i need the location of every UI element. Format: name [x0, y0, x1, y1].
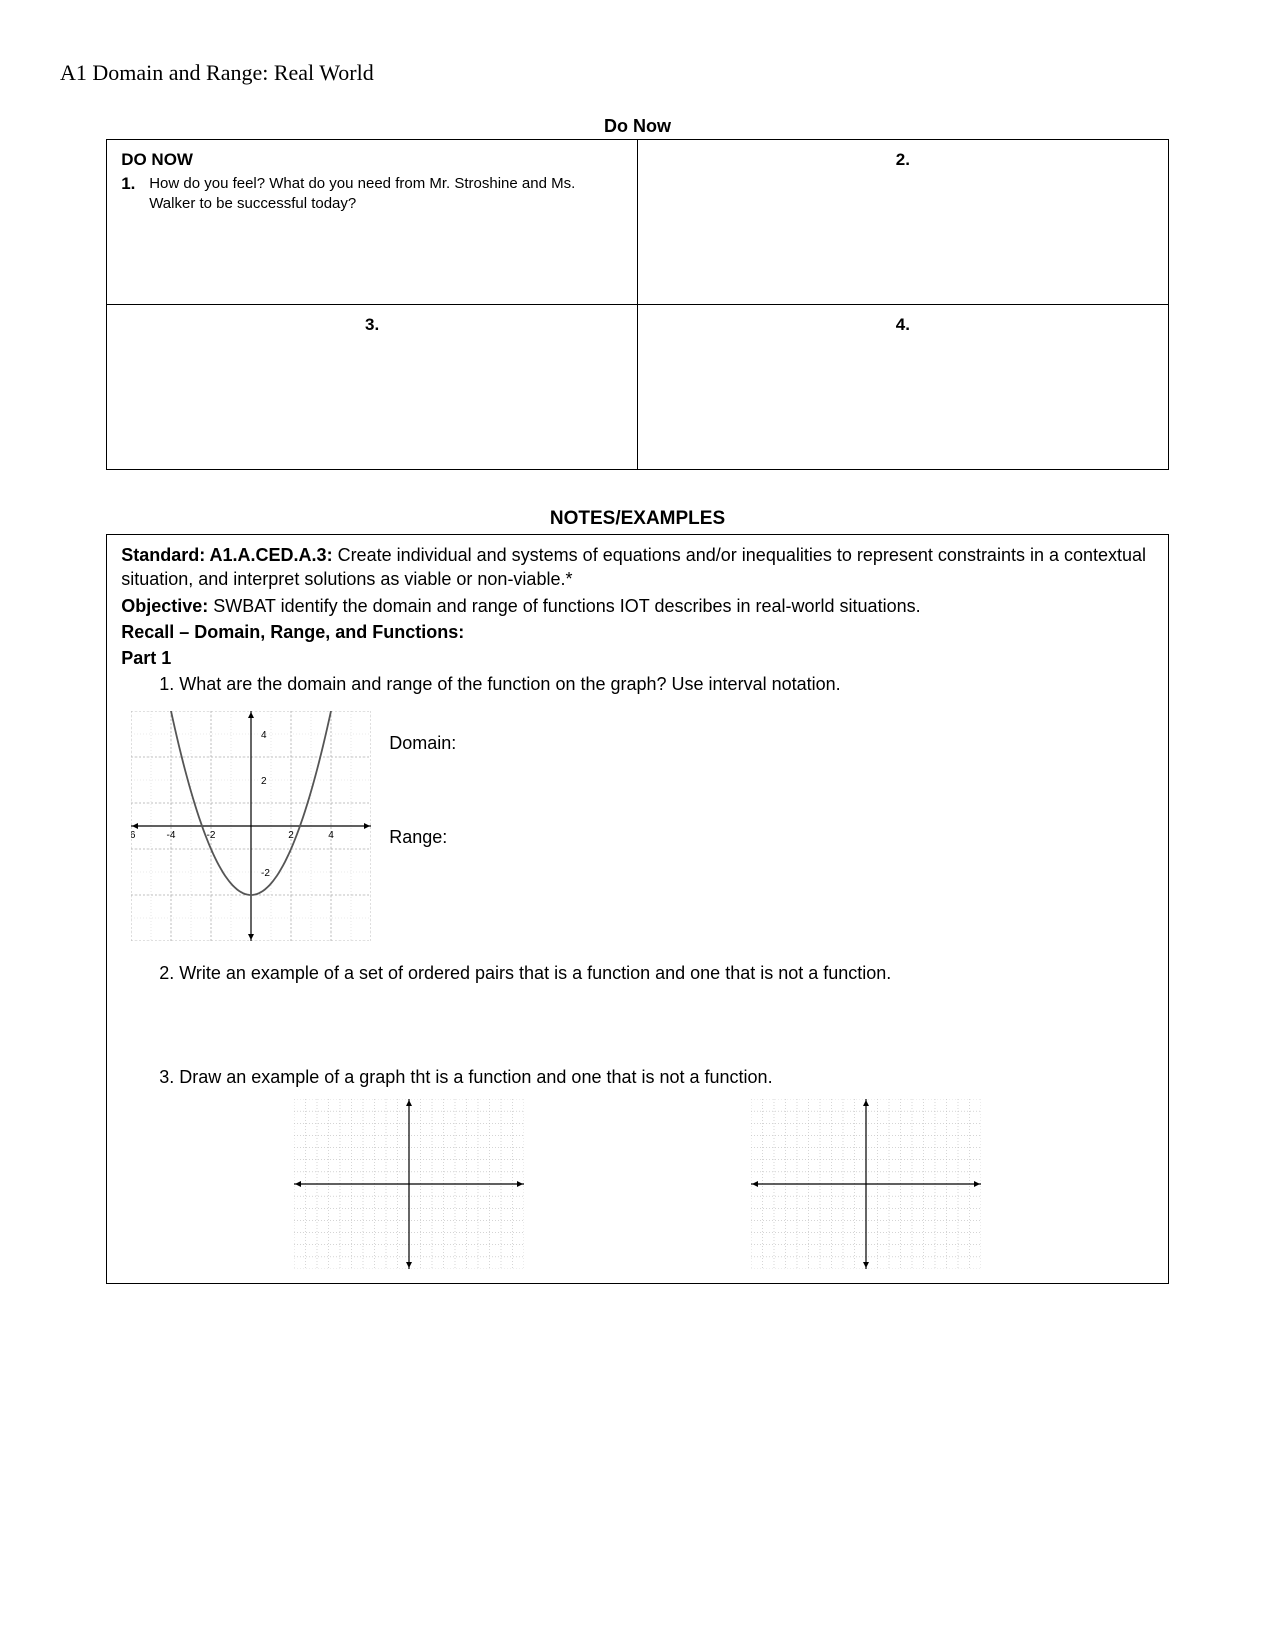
part-heading: Part 1 [121, 646, 1154, 670]
question-list-2: Write an example of a set of ordered pai… [121, 961, 1154, 1090]
standard-line: Standard: A1.A.CED.A.3: Create individua… [121, 543, 1154, 592]
question-1: What are the domain and range of the fun… [179, 672, 1154, 696]
notes-box: Standard: A1.A.CED.A.3: Create individua… [106, 534, 1169, 1284]
do-now-cell-1: DO NOW 1. How do you feel? What do you n… [107, 140, 638, 305]
do-now-cell-2: 2. [638, 140, 1169, 305]
cell-question: How do you feel? What do you need from M… [149, 174, 623, 215]
objective-line: Objective: SWBAT identify the domain and… [121, 594, 1154, 618]
svg-text:2: 2 [288, 830, 294, 841]
cell-number: 4. [896, 315, 910, 334]
domain-label: Domain: [389, 731, 456, 755]
question-2: Write an example of a set of ordered pai… [179, 961, 1154, 985]
parabola-graph: -6-4-22442-2 [131, 711, 371, 941]
parabola-graph-row: -6-4-22442-2 Domain: Range: [131, 711, 1154, 941]
range-label: Range: [389, 825, 456, 849]
worksheet-page: A1 Domain and Range: Real World Do Now D… [0, 0, 1275, 1324]
graph-answer-labels: Domain: Range: [389, 711, 456, 920]
do-now-table: DO NOW 1. How do you feel? What do you n… [106, 139, 1169, 470]
blank-grids-row [121, 1099, 1154, 1269]
question-3: Draw an example of a graph tht is a func… [179, 1065, 1154, 1089]
cell-number: 2. [896, 150, 910, 169]
blank-grid-left [294, 1099, 524, 1269]
do-now-header: DO NOW [121, 150, 623, 170]
objective-text: SWBAT identify the domain and range of f… [208, 596, 920, 616]
do-now-cell-4: 4. [638, 305, 1169, 470]
recall-heading: Recall – Domain, Range, and Functions: [121, 620, 1154, 644]
svg-text:-4: -4 [167, 830, 176, 841]
cell-number: 1. [121, 174, 147, 194]
objective-label: Objective: [121, 596, 208, 616]
blank-grid-right [751, 1099, 981, 1269]
do-now-cell-3: 3. [107, 305, 638, 470]
svg-text:-6: -6 [131, 830, 136, 841]
svg-text:4: 4 [261, 730, 267, 741]
svg-text:-2: -2 [261, 868, 270, 879]
cell-number: 3. [365, 315, 379, 334]
do-now-section-title: Do Now [60, 116, 1215, 137]
document-title: A1 Domain and Range: Real World [60, 60, 1215, 86]
question-list: What are the domain and range of the fun… [121, 672, 1154, 696]
notes-section-title: NOTES/EXAMPLES [60, 508, 1215, 530]
svg-text:4: 4 [328, 830, 334, 841]
svg-text:2: 2 [261, 776, 267, 787]
standard-label: Standard: A1.A.CED.A.3: [121, 545, 332, 565]
